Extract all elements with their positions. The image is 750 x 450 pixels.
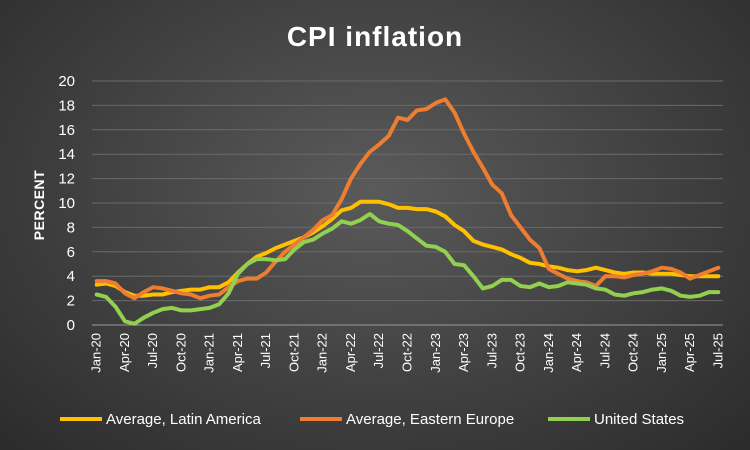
x-tick-label: Apr-21 (230, 333, 245, 372)
x-tick-label: Apr-24 (569, 333, 584, 372)
legend: Average, Latin America Average, Eastern E… (60, 411, 684, 428)
x-tick-label: Oct-21 (286, 333, 301, 372)
x-tick-label: Oct-22 (400, 333, 415, 372)
x-tick-label: Jul-21 (258, 333, 273, 368)
y-tick-label: 12 (58, 171, 75, 188)
x-tick-label: Jul-25 (710, 333, 725, 368)
y-tick-label: 2 (67, 293, 75, 310)
x-tick-label: Apr-23 (456, 333, 471, 372)
y-axis-ticks: 0 2 4 6 8 10 12 14 16 18 20 (58, 73, 75, 334)
x-tick-label: Jan-20 (89, 333, 104, 373)
series-line-1 (94, 97, 721, 301)
y-tick-label: 6 (67, 244, 75, 261)
x-tick-label: Jan-24 (541, 333, 556, 373)
legend-label-1: Average, Eastern Europe (346, 411, 514, 428)
legend-label-0: Average, Latin America (106, 411, 261, 428)
x-tick-label: Jul-20 (145, 333, 160, 368)
x-tick-label: Oct-20 (173, 333, 188, 372)
y-tick-label: 0 (67, 317, 75, 334)
x-tick-label: Jul-24 (597, 333, 612, 368)
y-tick-label: 14 (58, 146, 75, 163)
x-tick-label: Apr-25 (682, 333, 697, 372)
y-tick-label: 18 (58, 97, 75, 114)
x-axis-ticks: Jan-20 Apr-20 Jul-20 Oct-20 Jan-21 Apr-21 Jul-… (89, 333, 726, 373)
x-tick-label: Oct-23 (513, 333, 528, 372)
y-tick-label: 4 (67, 268, 75, 285)
series-line-2 (94, 212, 721, 326)
x-tick-label: Jan-25 (654, 333, 669, 373)
y-axis-label: PERCENT (31, 170, 47, 240)
y-tick-label: 20 (58, 73, 75, 90)
x-tick-label: Jan-22 (315, 333, 330, 373)
x-tick-label: Oct-24 (626, 333, 641, 372)
x-tick-label: Apr-22 (343, 333, 358, 372)
x-tick-label: Apr-20 (117, 333, 132, 372)
chart-title: CPI inflation (287, 21, 463, 52)
y-tick-label: 8 (67, 219, 75, 236)
y-tick-label: 16 (58, 122, 75, 139)
x-tick-label: Jan-23 (428, 333, 443, 373)
gridlines (92, 80, 723, 326)
legend-label-2: United States (594, 411, 684, 428)
series-lines (94, 97, 721, 326)
x-tick-label: Jul-22 (371, 333, 386, 368)
x-tick-label: Jan-21 (202, 333, 217, 373)
series-line-0 (94, 199, 721, 298)
x-tick-label: Jul-23 (484, 333, 499, 368)
y-tick-label: 10 (58, 195, 75, 212)
